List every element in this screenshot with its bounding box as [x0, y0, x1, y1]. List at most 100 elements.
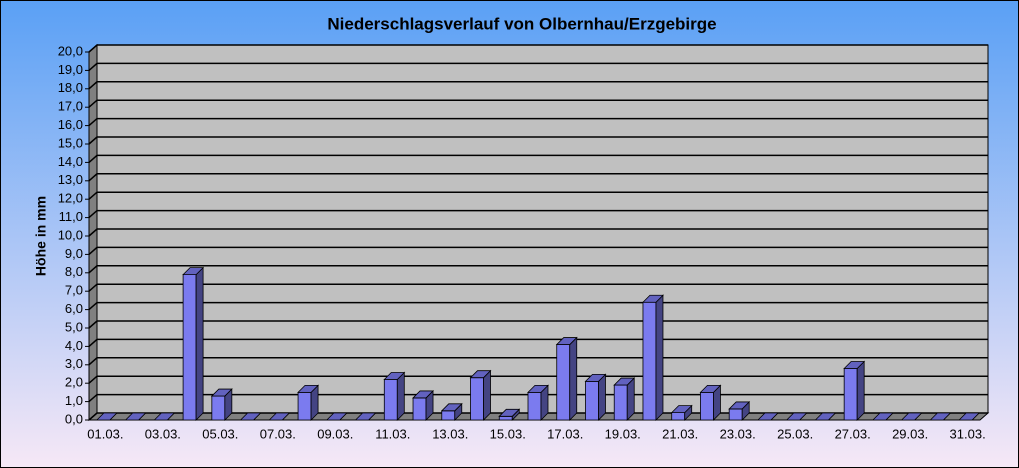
x-tick-label: 29.03. [892, 426, 928, 441]
grid-line [88, 228, 988, 237]
grid-line [88, 99, 988, 108]
y-tick-label: 12,0 [58, 191, 83, 206]
bar [958, 412, 981, 421]
bar [785, 412, 808, 421]
y-tick-label: 10,0 [58, 227, 83, 242]
x-tick-label: 07.03. [260, 426, 296, 441]
bar [613, 377, 636, 421]
y-tick-label: 2,0 [65, 375, 83, 390]
x-tick-label: 11.03. [375, 426, 410, 441]
y-tick-label: 8,0 [65, 264, 83, 279]
y-tick-label: 4,0 [65, 338, 83, 353]
bar-front [642, 301, 657, 421]
bar [210, 388, 233, 421]
grid-line [88, 44, 988, 53]
y-tick-label: 13,0 [58, 172, 83, 187]
bar [498, 408, 521, 421]
bar-top [929, 412, 952, 421]
bar-top [469, 370, 492, 379]
bar-front [527, 391, 542, 421]
y-tick-label: 19,0 [58, 62, 83, 77]
bar-top [871, 412, 894, 421]
bar-side [856, 360, 865, 421]
y-tick-label: 20,0 [58, 43, 83, 58]
bar-top [239, 412, 262, 421]
grid-line [88, 154, 988, 163]
bar [239, 412, 262, 421]
grid-line [88, 209, 988, 219]
bar-front [441, 410, 456, 421]
chart-title: Niederschlagsverlauf von Olbernhau/Erzge… [327, 14, 716, 33]
bar-side [396, 371, 405, 421]
grid-line [88, 301, 988, 311]
bar-front [671, 412, 686, 421]
grid-line [88, 81, 988, 90]
grid-line [88, 173, 988, 182]
bar-side [598, 373, 606, 421]
bar [182, 266, 205, 421]
bar-top [297, 384, 320, 393]
bar-top [440, 403, 463, 412]
bar-top [958, 412, 981, 421]
bar [527, 384, 549, 421]
bar [469, 369, 492, 421]
bar-top [498, 408, 521, 417]
bar-top [527, 384, 549, 393]
bar-front [412, 397, 427, 421]
bar-side [569, 336, 578, 421]
bar [756, 412, 779, 421]
grid-line [88, 136, 988, 145]
bar [728, 400, 751, 421]
y-tick-label: 7,0 [65, 283, 83, 298]
bar [268, 412, 291, 421]
bar-top [900, 412, 923, 421]
bar-top [124, 412, 147, 421]
bar-top [584, 373, 607, 382]
x-tick-label: 13.03. [432, 426, 468, 441]
bar-top [325, 412, 348, 421]
bar-top [670, 405, 693, 414]
bar-top [613, 377, 636, 386]
y-tick-label: 14,0 [58, 154, 83, 169]
x-tick-label: 09.03. [317, 426, 353, 441]
bar-side [655, 294, 664, 421]
bar [325, 412, 348, 421]
x-tick-label: 23.03. [720, 426, 756, 441]
bar-front [297, 391, 312, 421]
y-tick-label: 1,0 [65, 393, 83, 408]
x-tick-label: 15.03. [490, 426, 526, 441]
grid-line [88, 338, 988, 347]
x-tick-label: 17.03. [547, 426, 583, 441]
y-tick-label: 15,0 [58, 135, 83, 150]
y-tick-label: 9,0 [65, 246, 83, 261]
bar-front [613, 384, 628, 421]
y-tick-label: 17,0 [58, 99, 83, 114]
grid-line [88, 375, 988, 384]
bar [584, 373, 607, 421]
bar [871, 412, 894, 421]
bar-side [195, 266, 204, 421]
x-tick-label: 25.03. [777, 426, 813, 441]
bar [354, 412, 377, 421]
grid-line [88, 283, 988, 292]
x-tick-label: 01.03. [87, 426, 123, 441]
bar-top [728, 401, 751, 410]
x-tick-label: 19.03. [605, 426, 641, 441]
y-tick-label: 3,0 [65, 356, 83, 371]
bar-front [843, 368, 858, 421]
y-tick-label: 0,0 [65, 411, 83, 426]
x-tick-label: 27.03. [835, 426, 871, 441]
bar-top [412, 390, 434, 399]
x-tick-label: 05.03. [202, 426, 238, 441]
bar [929, 412, 952, 421]
bar-top [555, 337, 578, 345]
bar [555, 336, 578, 421]
y-tick-label: 18,0 [58, 80, 83, 95]
grid-line [88, 393, 988, 403]
x-tick-label: 21.03. [662, 426, 698, 441]
bar [843, 360, 866, 421]
bar-top [785, 412, 808, 421]
bar [95, 412, 118, 421]
bar [440, 402, 463, 421]
bar-top [699, 384, 722, 393]
